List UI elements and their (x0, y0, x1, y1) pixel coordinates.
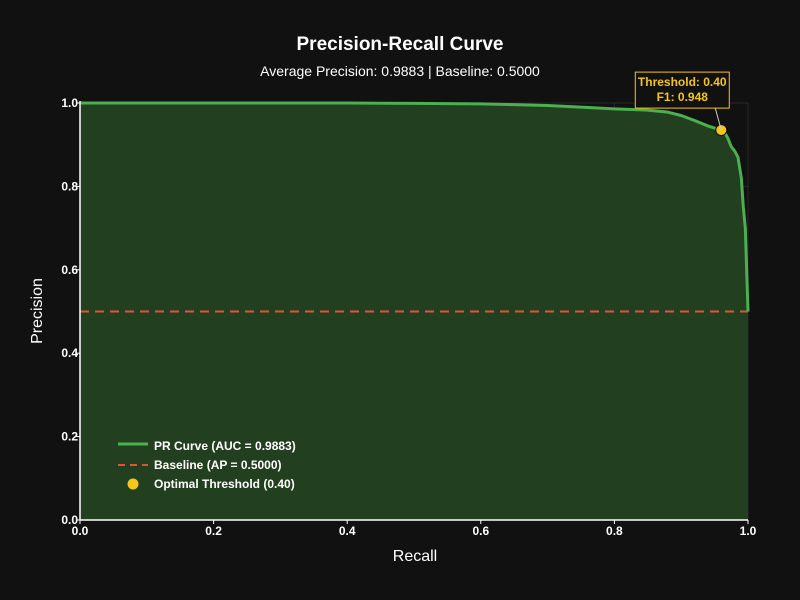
annotation-box (634, 71, 730, 109)
y-tick-label: 0.4 (61, 346, 78, 360)
x-tick-label: 0.2 (205, 524, 222, 538)
x-tick-labels: 0.0 0.2 0.4 0.6 0.8 1.0 (72, 520, 757, 538)
y-tick-labels: 0.0 0.2 0.4 0.6 0.8 1.0 (61, 96, 80, 527)
y-tick-label: 1.0 (61, 96, 78, 110)
legend-swatch-optimal (127, 478, 139, 490)
y-tick-label: 0.2 (61, 430, 78, 444)
axes (79, 101, 748, 521)
y-tick-label: 0.0 (61, 513, 78, 527)
annotation-text: Threshold: 0.40 (638, 75, 727, 89)
x-axis-label: Recall (393, 548, 437, 565)
chart-title: Precision-Recall Curve (297, 34, 504, 55)
y-axis-label: Precision (29, 278, 46, 344)
legend-label-curve: PR Curve (AUC = 0.9883) (154, 439, 296, 453)
chart-subtitle: Average Precision: 0.9883 | Baseline: 0.… (260, 63, 540, 79)
legend: PR Curve (AUC = 0.9883) Baseline (AP = 0.… (118, 439, 296, 491)
annotation-text: F1: 0.948 (657, 90, 709, 104)
x-tick-label: 0.8 (606, 524, 623, 538)
y-tick-label: 0.6 (61, 263, 78, 277)
legend-label-baseline: Baseline (AP = 0.5000) (154, 458, 282, 472)
y-tick-label: 0.8 (61, 179, 78, 193)
x-tick-label: 0.4 (339, 524, 356, 538)
legend-label-optimal: Optimal Threshold (0.40) (154, 477, 295, 491)
x-tick-label: 1.0 (740, 524, 757, 538)
annotation-arrow (714, 107, 722, 131)
x-tick-label: 0.0 (72, 524, 89, 538)
pr-curve-layer (80, 101, 750, 312)
x-tick-label: 0.6 (472, 524, 489, 538)
pr-curve-line (80, 101, 750, 312)
